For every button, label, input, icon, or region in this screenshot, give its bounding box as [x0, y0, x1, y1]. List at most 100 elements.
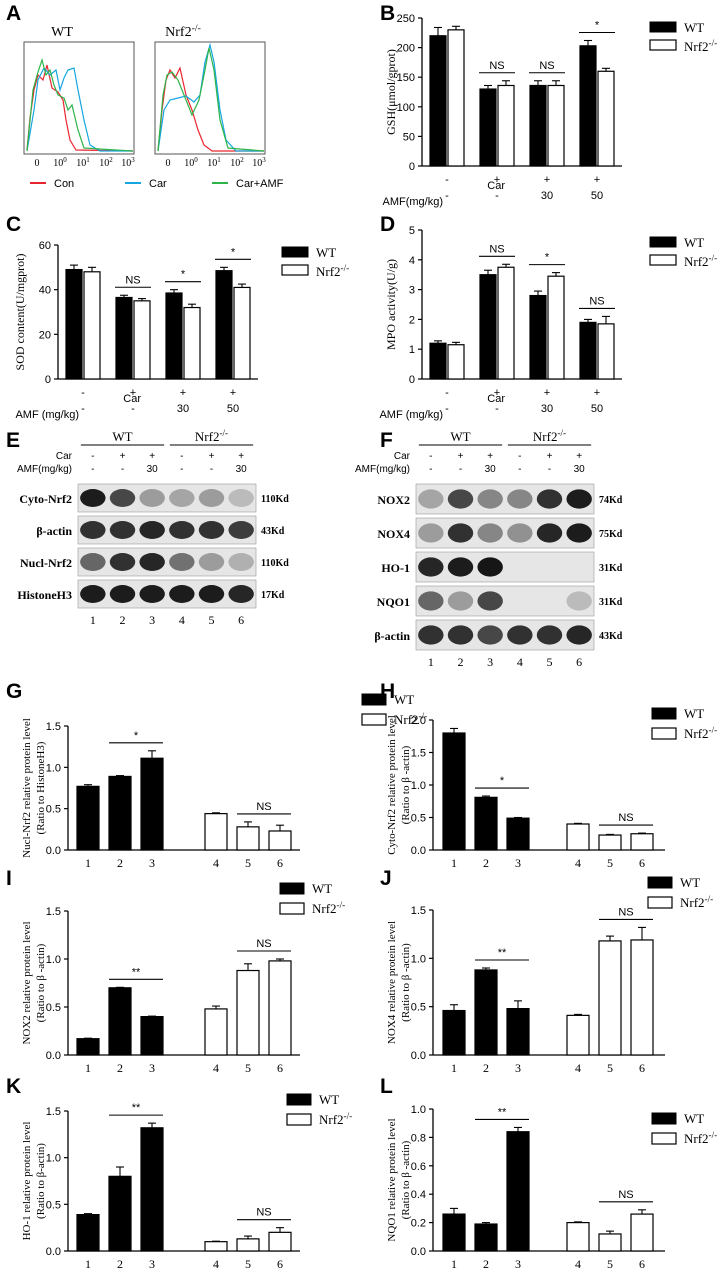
blot-e: WT Nrf2-/- Car AMF(mg/kg) - + + - + + - - 30 - - 30 Cyto… — [17, 428, 289, 627]
legend-ko: Nrf2-/- — [684, 1130, 717, 1146]
bar — [506, 817, 530, 851]
y-tick-label: 0.6 — [411, 1161, 426, 1173]
bar — [268, 960, 292, 1056]
blot-band — [80, 553, 106, 571]
significance-label: NS — [125, 274, 140, 286]
histogram-frame-ko — [154, 41, 266, 155]
lane-label: 1 — [85, 1061, 91, 1075]
bar — [236, 969, 260, 1056]
lane-label: 1 — [85, 856, 91, 870]
significance-label: NS — [256, 801, 271, 813]
blot-band — [536, 489, 563, 509]
car-sign: + — [544, 387, 550, 399]
lane-number: 4 — [517, 655, 523, 669]
y-tick-label: 1 — [409, 344, 415, 356]
car-sign: + — [544, 174, 550, 186]
amf-label: AMF (mg/kg) — [15, 409, 79, 421]
lane-label: 1 — [451, 1257, 457, 1271]
y-tick-label: 0.5 — [411, 813, 426, 825]
y-tick-label: 60 — [39, 240, 51, 252]
car-sign: + — [494, 387, 500, 399]
curve-caramf-ko — [157, 47, 265, 152]
car-label: Car — [487, 180, 505, 192]
blot-strip — [415, 585, 595, 617]
car-sign: + — [238, 451, 244, 462]
band-name: NOX2 — [377, 493, 410, 507]
bar — [140, 1015, 164, 1056]
lane-label: 6 — [639, 1061, 645, 1075]
y-tick-label: 1.5 — [46, 721, 61, 733]
blot-band — [139, 521, 165, 539]
y-tick-label: 1.5 — [411, 748, 426, 760]
blot-strip — [415, 551, 595, 583]
legend-swatch-ko — [361, 713, 387, 726]
bar — [204, 1241, 228, 1252]
chart-b: 0 50 100 150 200 250 GSH(μmol/gprot) - - + - +30 +50… — [383, 13, 718, 208]
car-sign: + — [230, 387, 236, 399]
histogram-tick-label: 100 — [53, 156, 67, 169]
amf-dose: 50 — [227, 403, 239, 415]
amf-dose: 30 — [541, 403, 553, 415]
bar — [529, 294, 547, 380]
blot-band — [507, 489, 533, 509]
blot-strip — [77, 547, 257, 577]
amf-dose: 30 — [236, 464, 248, 475]
lane-label: 4 — [575, 1257, 581, 1271]
bar — [497, 266, 515, 380]
blot-band — [477, 625, 503, 645]
y-tick-label: 1.0 — [46, 954, 61, 966]
chart-j: 0.0 0.5 1.0 1.5 NOX4 relative protein level(… — [386, 875, 713, 1075]
blot-band — [198, 585, 225, 603]
y-tick-label: 0 — [409, 374, 415, 386]
amf-dose: - — [459, 464, 462, 475]
significance-label: NS — [489, 60, 504, 72]
lane-number: 5 — [547, 655, 553, 669]
legend-swatch-ko — [651, 727, 677, 740]
y-tick-label: 2 — [409, 314, 415, 326]
bar — [236, 826, 260, 851]
lane-label: 6 — [277, 1061, 283, 1075]
y-tick-label: 5 — [409, 225, 415, 237]
y-tick-label: 1.0 — [46, 762, 61, 774]
band-size: 43Kd — [261, 526, 285, 537]
car-sign: + — [594, 387, 600, 399]
amf-dose: - — [91, 464, 94, 475]
blot-band — [228, 553, 254, 571]
car-sign: - — [91, 451, 94, 462]
blot-band — [169, 521, 195, 539]
y-tick-label: 0 — [45, 374, 51, 386]
significance-label: NS — [618, 1189, 633, 1201]
flow-histograms: WT Nrf2-/- 0 100 101 102 103 0 100 101 102 103 Con Ca… — [23, 23, 284, 190]
y-tick-label: 0.5 — [46, 1002, 61, 1014]
bar — [76, 785, 100, 851]
blot-band — [228, 489, 254, 507]
blot-band — [566, 523, 592, 543]
lane-label: 2 — [483, 1257, 489, 1271]
bar — [447, 29, 465, 167]
band-name: Nucl-Nrf2 — [20, 556, 72, 570]
histogram-tick-label: 100 — [184, 156, 198, 169]
bar — [597, 323, 615, 380]
legend-swatch-ko — [286, 1113, 312, 1126]
bar — [506, 1007, 530, 1056]
legend-ko: Nrf2-/- — [680, 894, 713, 910]
legend-wt: WT — [316, 245, 336, 260]
blot-band — [109, 553, 136, 571]
car-sign: + — [120, 451, 126, 462]
bar — [598, 834, 622, 851]
band-name: NOX4 — [377, 527, 410, 541]
y-tick-label: 50 — [403, 131, 415, 143]
bar — [65, 268, 83, 380]
chart-k: 0.0 0.5 1.0 1.5 HO-1 relative protein level(… — [21, 1092, 352, 1271]
legend-swatch-wt — [651, 707, 677, 720]
amf-dose: - — [445, 403, 449, 415]
legend-wt: WT — [319, 1092, 339, 1107]
legend-ko: Nrf2-/- — [684, 725, 717, 741]
blot-band — [80, 521, 106, 539]
band-size: 74Kd — [599, 495, 623, 506]
y-tick-label: 1.0 — [411, 1104, 426, 1116]
lane-label: 2 — [483, 856, 489, 870]
amf-dose: - — [429, 464, 432, 475]
bar — [204, 1008, 228, 1056]
legend-wt: WT — [680, 875, 700, 890]
